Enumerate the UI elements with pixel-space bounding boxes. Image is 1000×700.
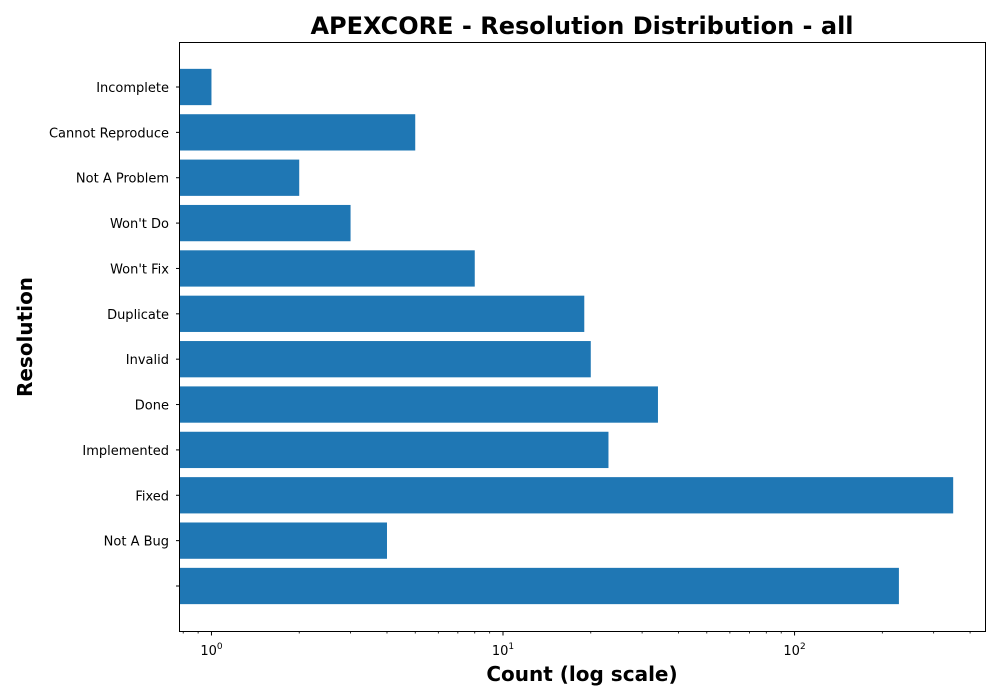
bar [180, 114, 416, 151]
y-axis-label: Resolution [13, 277, 37, 397]
bars-group [180, 68, 954, 605]
y-tick-label: Won't Do [110, 217, 169, 232]
y-tick-label: Duplicate [107, 308, 169, 323]
y-tick-label: Not A Bug [104, 535, 169, 550]
bar [180, 341, 591, 378]
bar [180, 477, 954, 514]
y-tick-label: Done [135, 399, 169, 414]
x-axis-ticks: 100 101 102 [182, 631, 971, 659]
y-tick-label: Implemented [82, 444, 169, 459]
chart-title: APEXCORE - Resolution Distribution - all [310, 12, 853, 40]
plot-frame [179, 42, 986, 632]
bar [180, 386, 658, 423]
bar [180, 204, 351, 242]
bar [180, 68, 212, 106]
y-tick-label: Not A Problem [76, 172, 169, 187]
y-tick-label: Won't Fix [110, 262, 169, 277]
x-tick-label: 102 [783, 642, 805, 659]
bar [180, 522, 387, 559]
bar [180, 295, 585, 332]
y-tick-label: Incomplete [96, 81, 169, 96]
y-tick-label: Fixed [135, 489, 169, 504]
y-tick-label: Invalid [126, 353, 169, 368]
x-tick-label: 100 [200, 642, 223, 659]
y-tick-label: Cannot Reproduce [49, 126, 169, 141]
y-axis-ticks: Not A Bug Fixed Implemented Done Invalid Dupl… [49, 81, 180, 587]
bar [180, 567, 899, 605]
bar [180, 250, 475, 287]
x-tick-label: 101 [492, 642, 514, 659]
bar [180, 159, 300, 196]
x-axis-label: Count (log scale) [486, 662, 677, 686]
bar [180, 431, 609, 469]
